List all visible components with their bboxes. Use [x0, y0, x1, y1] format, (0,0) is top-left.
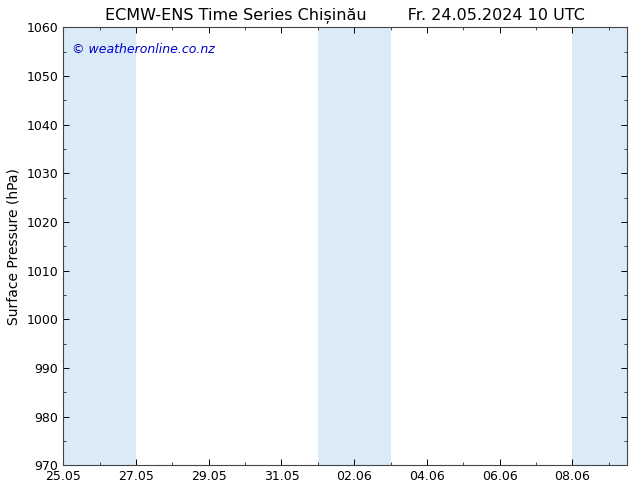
Text: © weatheronline.co.nz: © weatheronline.co.nz — [72, 43, 214, 55]
Bar — [318, 27, 391, 465]
Y-axis label: Surface Pressure (hPa): Surface Pressure (hPa) — [7, 168, 21, 325]
Bar — [63, 27, 136, 465]
Title: ECMW-ENS Time Series Chișinău        Fr. 24.05.2024 10 UTC: ECMW-ENS Time Series Chișinău Fr. 24.05.… — [105, 7, 585, 23]
Bar — [573, 27, 627, 465]
